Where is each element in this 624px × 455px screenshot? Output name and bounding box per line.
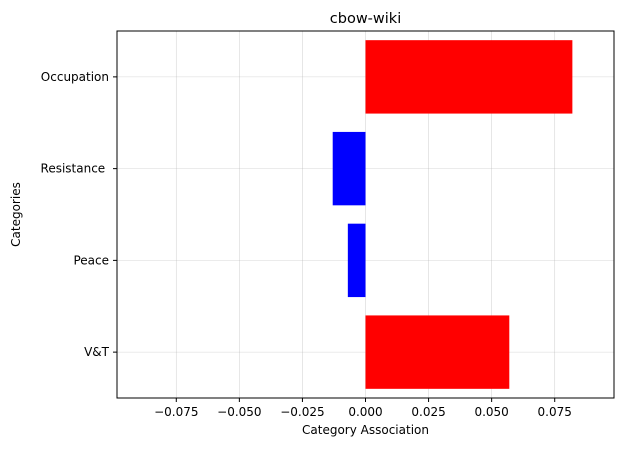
bar [365,315,510,389]
x-tick-label: 0.025 [411,405,445,419]
bar [332,131,366,206]
bars [332,40,573,389]
bar [365,40,573,114]
y-tick-label: V&T [84,345,110,359]
y-axis-ticks: Occupation Resistance Peace V&T [41,70,117,359]
x-axis-label: Category Association [302,423,429,437]
y-tick-label: Resistance [41,162,109,176]
bar [347,223,366,298]
x-tick-label: −0.075 [154,405,198,419]
x-tick-label: −0.050 [217,405,261,419]
x-tick-label: 0.075 [538,405,572,419]
y-tick-label: Occupation [41,70,109,84]
y-tick-label: Peace [73,253,109,267]
y-axis-label: Categories [9,182,23,247]
x-tick-label: 0.050 [474,405,508,419]
x-axis-ticks: −0.075 −0.050 −0.025 0.000 0.025 0.050 0.075 [154,398,572,419]
chart-title: cbow-wiki [330,11,401,27]
x-tick-label: −0.025 [280,405,324,419]
x-tick-label: 0.000 [348,405,382,419]
